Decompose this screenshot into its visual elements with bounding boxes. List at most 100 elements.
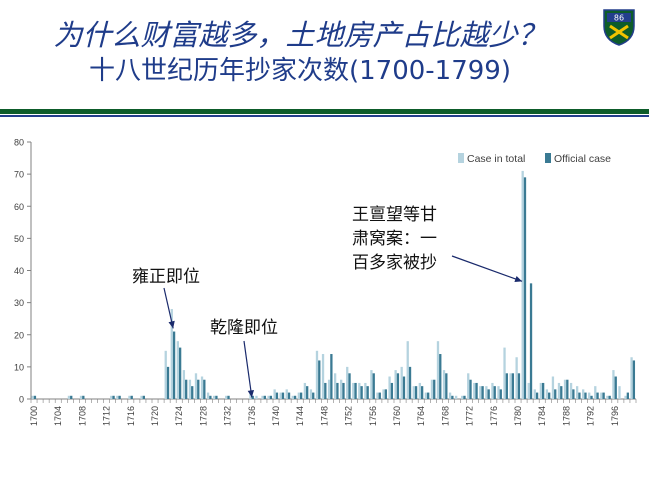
bar-total [551, 376, 555, 399]
bar-official [390, 382, 394, 399]
bar-official [614, 376, 617, 399]
x-tick-label: 1780 [513, 406, 523, 426]
bar-official [275, 392, 279, 399]
annotation-arrow-yongzheng [163, 287, 175, 329]
bar-total [473, 382, 476, 399]
bar-total [297, 392, 300, 399]
bar-official [608, 395, 611, 399]
bar-total [600, 392, 603, 399]
x-tick-label: 1796 [610, 406, 620, 426]
bar-official [541, 382, 545, 399]
x-tick-label: 1776 [489, 406, 499, 426]
x-tick-label: 1784 [537, 406, 547, 426]
bar-total [285, 389, 288, 399]
bar-total [454, 395, 458, 399]
x-tick-label: 1720 [150, 406, 160, 426]
bar-total [364, 382, 367, 399]
bar-official [584, 392, 587, 399]
annotation-arrow-wangdanwang [451, 255, 523, 282]
bar-official [209, 395, 212, 399]
bar-official [439, 354, 442, 399]
bar-total [424, 392, 428, 399]
slide-subtitle: 十八世纪历年抄家次数(1700-1799) [88, 56, 511, 86]
bar-official [178, 347, 182, 399]
x-tick-label: 1752 [344, 406, 354, 426]
bar-total [618, 386, 621, 399]
x-axis: 1700 1704 1708 1712 1716 1720 1724 1728 1732 1736… [29, 398, 637, 426]
bar-total [321, 354, 325, 399]
x-tick-label: 1772 [465, 406, 475, 426]
bar-total [412, 386, 415, 399]
annotation-wangdanwang: 王亶望等甘肃窝案：一百多家被抄 [352, 204, 437, 273]
bar-total [575, 386, 579, 399]
bar-total [545, 389, 549, 399]
y-tick-label: 80 [14, 138, 24, 148]
bar-official [493, 386, 496, 399]
y-tick-label: 10 [14, 362, 24, 372]
bar-total [255, 395, 258, 399]
bar-official [197, 379, 200, 399]
bar-official [203, 379, 206, 399]
bar-total [509, 373, 512, 399]
bar-total [430, 379, 434, 399]
bar-official [408, 366, 412, 399]
bar-total [110, 395, 113, 399]
bar-total [303, 382, 307, 399]
bar-official [191, 386, 194, 399]
bar-total [563, 379, 567, 399]
bar-official [433, 379, 436, 399]
bar-total [406, 341, 409, 399]
bar-official [172, 331, 176, 399]
bar-total [448, 392, 452, 399]
bar-total [200, 376, 204, 399]
bar-official [535, 392, 539, 399]
bar-official [487, 389, 490, 399]
x-tick-label: 1724 [174, 406, 184, 426]
bar-official [626, 392, 629, 399]
bar-official [632, 360, 636, 399]
bar-official [185, 379, 188, 399]
x-tick-label: 1736 [247, 406, 257, 426]
bar-official [348, 373, 351, 399]
bar-total [521, 170, 524, 399]
bar-official [342, 382, 345, 399]
bar-total [212, 395, 216, 399]
bar-official [420, 386, 424, 399]
bar-official [227, 395, 230, 399]
bar-total [630, 357, 633, 399]
logo-text: 86 [614, 14, 624, 23]
annotation-yongzheng: 雍正即位 [132, 267, 200, 287]
bar-official [451, 395, 454, 399]
bar-official [366, 386, 369, 399]
bar-total [557, 382, 561, 399]
bar-official [384, 389, 387, 399]
bar-official [481, 386, 484, 399]
bar-official [463, 395, 466, 399]
bar-official [251, 395, 254, 399]
bar-total [128, 395, 131, 399]
bar-official [548, 392, 551, 399]
y-tick-label: 60 [14, 202, 24, 212]
y-tick-label: 20 [14, 330, 24, 340]
bar-official [402, 376, 406, 399]
bar-total [315, 350, 319, 399]
bar-official [33, 395, 37, 399]
x-tick-label: 1748 [319, 406, 329, 426]
bar-total [206, 392, 210, 399]
bar-official [560, 386, 563, 399]
legend-swatch-official [545, 153, 551, 163]
bar-official [499, 389, 502, 399]
bar-total [467, 373, 470, 399]
bar-total [164, 350, 167, 399]
bar-official [130, 395, 133, 399]
bar-total [503, 347, 506, 399]
bar-official [590, 395, 593, 399]
bar-official [306, 386, 309, 399]
bar-total [606, 395, 609, 399]
bar-official [263, 395, 266, 399]
x-tick-label: 1756 [368, 406, 378, 426]
legend-swatch-total [458, 153, 464, 163]
bar-total [309, 389, 313, 399]
bar-official [396, 373, 400, 399]
x-tick-label: 1740 [271, 406, 281, 426]
